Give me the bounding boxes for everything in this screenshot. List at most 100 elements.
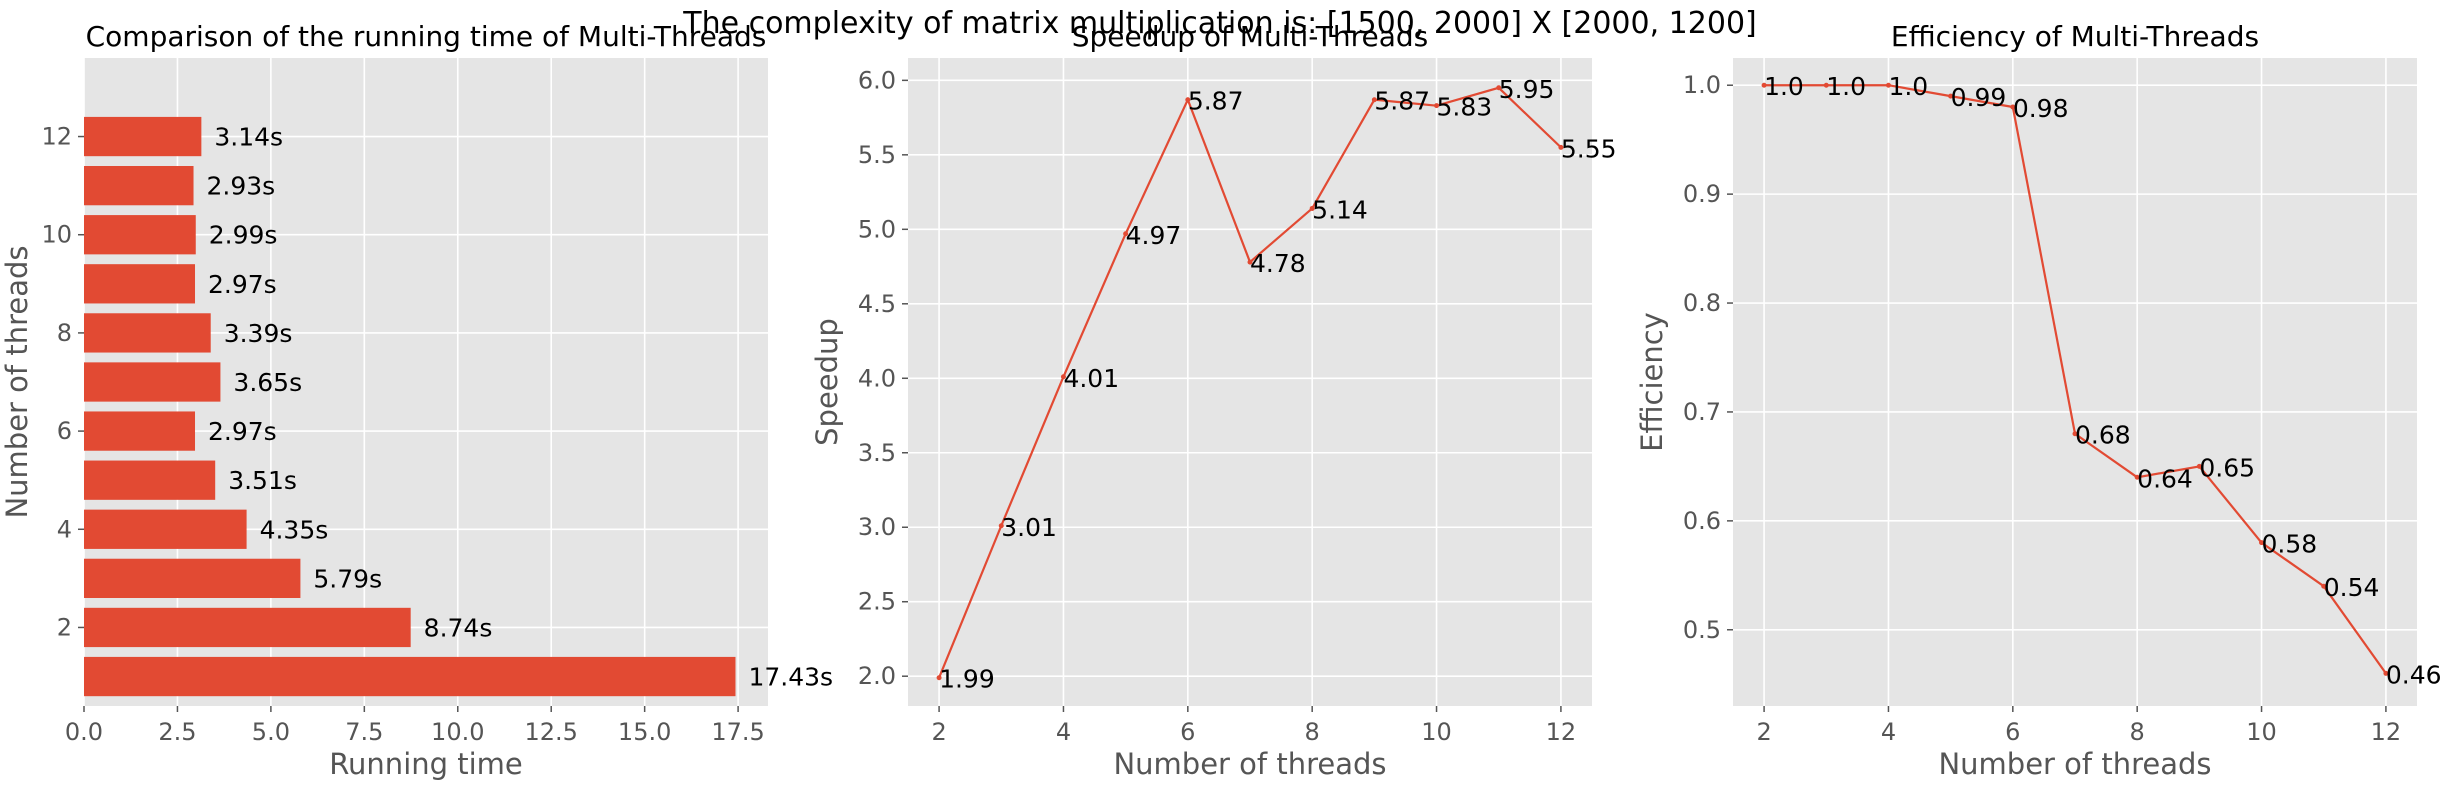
efficiency-xtick-label: 2 [1756, 718, 1771, 746]
speedup-data-label: 5.14 [1312, 195, 1368, 224]
running-time-bar [84, 166, 194, 206]
speedup-ytick-label: 5.0 [858, 215, 896, 243]
speedup-data-label: 5.87 [1374, 87, 1430, 116]
efficiency-xtick-label: 4 [1881, 718, 1896, 746]
running-time-bar [84, 313, 211, 353]
efficiency-xtick-label: 8 [2130, 718, 2145, 746]
speedup-ytick-label: 2.0 [858, 662, 896, 690]
efficiency-chart-title: Efficiency of Multi-Threads [1891, 20, 2259, 53]
efficiency-point [1761, 82, 1767, 88]
efficiency-point [2134, 474, 2140, 480]
speedup-point [1434, 103, 1440, 109]
running-time-xtick-label: 2.5 [158, 718, 196, 746]
running-time-bar [84, 460, 216, 500]
efficiency-ytick-label: 0.6 [1683, 507, 1721, 535]
speedup-point [1185, 97, 1191, 103]
running-time-y-axis-label: Number of threads [0, 245, 34, 518]
efficiency-data-label: 0.58 [2262, 530, 2318, 559]
speedup-point [936, 675, 942, 681]
efficiency-point [1885, 82, 1891, 88]
speedup-point [1371, 97, 1377, 103]
speedup-xtick-label: 8 [1305, 718, 1320, 746]
speedup-point [1309, 205, 1315, 211]
running-time-xtick-label: 17.5 [711, 718, 764, 746]
speedup-ytick-label: 5.5 [858, 141, 896, 169]
running-time-data-label: 3.65s [233, 368, 302, 397]
running-time-bar [84, 656, 736, 697]
efficiency-plot-area [1733, 58, 2417, 706]
running-time-data-label: 3.51s [228, 466, 297, 495]
running-time-data-label: 5.79s [313, 564, 382, 593]
running-time-bar [84, 607, 411, 648]
efficiency-data-label: 0.98 [2013, 94, 2069, 123]
efficiency-data-label: 1.0 [1764, 72, 1804, 101]
running-time-bar [84, 215, 196, 255]
speedup-data-label: 5.55 [1561, 134, 1617, 163]
efficiency-y-axis-label: Efficiency [1635, 312, 1669, 452]
figure-title: The complexity of matrix multiplication … [682, 6, 1756, 41]
running-time-xtick-label: 10.0 [431, 718, 484, 746]
speedup-chart: 2 4 6 8 10 12 2.0 2.5 3.0 3.5 4.0 4.5 5.0 5.5 6.0 1.99 3… [810, 20, 1617, 781]
speedup-point [1060, 374, 1066, 380]
running-time-xtick-label: 0.0 [65, 718, 103, 746]
efficiency-point [2196, 463, 2202, 469]
efficiency-ytick-label: 0.8 [1683, 289, 1721, 317]
running-time-bar [84, 509, 247, 549]
efficiency-ytick-label: 0.9 [1683, 180, 1721, 208]
speedup-xtick-label: 2 [931, 718, 946, 746]
running-time-ytick-label: 4 [57, 515, 72, 543]
running-time-bar [84, 264, 196, 304]
efficiency-x-axis-label: Number of threads [1938, 747, 2211, 781]
speedup-ytick-label: 3.5 [858, 439, 896, 467]
efficiency-data-label: 0.46 [2386, 660, 2441, 689]
running-time-data-label: 3.14s [214, 123, 283, 152]
speedup-point [1558, 144, 1564, 150]
efficiency-xtick-label: 6 [2005, 718, 2020, 746]
running-time-data-label: 17.43s [748, 663, 833, 692]
running-time-data-label: 8.74s [424, 613, 493, 642]
speedup-x-axis-label: Number of threads [1113, 747, 1386, 781]
efficiency-xtick-label: 10 [2246, 718, 2277, 746]
speedup-xtick-label: 12 [1546, 718, 1577, 746]
running-time-x-axis-label: Running time [329, 747, 523, 781]
speedup-point [1123, 231, 1129, 237]
efficiency-ytick-label: 0.5 [1683, 616, 1721, 644]
running-time-bar [84, 362, 221, 402]
running-time-data-label: 2.97s [208, 270, 277, 299]
running-time-xtick-label: 7.5 [345, 718, 383, 746]
speedup-point [998, 523, 1004, 529]
speedup-ytick-label: 3.0 [858, 513, 896, 541]
speedup-data-label: 5.83 [1437, 93, 1493, 122]
speedup-point [1247, 259, 1253, 265]
efficiency-xtick-label: 12 [2371, 718, 2402, 746]
speedup-xtick-label: 4 [1056, 718, 1071, 746]
speedup-xtick-label: 6 [1180, 718, 1195, 746]
efficiency-ytick-label: 1.0 [1683, 71, 1721, 99]
running-time-data-label: 3.39s [224, 319, 293, 348]
running-time-chart-title: Comparison of the running time of Multi-… [86, 20, 767, 53]
speedup-data-label: 5.87 [1188, 87, 1244, 116]
efficiency-point [2259, 540, 2265, 546]
running-time-data-label: 2.99s [209, 221, 278, 250]
speedup-data-label: 4.78 [1250, 249, 1306, 278]
speedup-xtick-label: 10 [1421, 718, 1452, 746]
speedup-ytick-label: 6.0 [858, 66, 896, 94]
running-time-xtick-label: 5.0 [252, 718, 290, 746]
efficiency-point [1823, 82, 1829, 88]
efficiency-point [2383, 670, 2389, 676]
speedup-ytick-label: 2.5 [858, 588, 896, 616]
speedup-ytick-label: 4.0 [858, 364, 896, 392]
running-time-data-label: 2.93s [207, 172, 276, 201]
efficiency-data-label: 0.54 [2324, 573, 2380, 602]
running-time-bar [84, 558, 301, 598]
speedup-data-label: 3.01 [1001, 513, 1057, 542]
running-time-ytick-label: 6 [57, 417, 72, 445]
efficiency-data-label: 0.65 [2199, 453, 2255, 482]
efficiency-point [2321, 583, 2327, 589]
speedup-point [1496, 85, 1502, 91]
efficiency-chart: 2 4 6 8 10 120.50.60.70.80.91.0 1.0 1.0 1.0 0.99 0… [1635, 20, 2441, 781]
efficiency-point [2072, 431, 2078, 437]
running-time-xtick-label: 15.0 [618, 718, 671, 746]
efficiency-point [2010, 104, 2016, 110]
